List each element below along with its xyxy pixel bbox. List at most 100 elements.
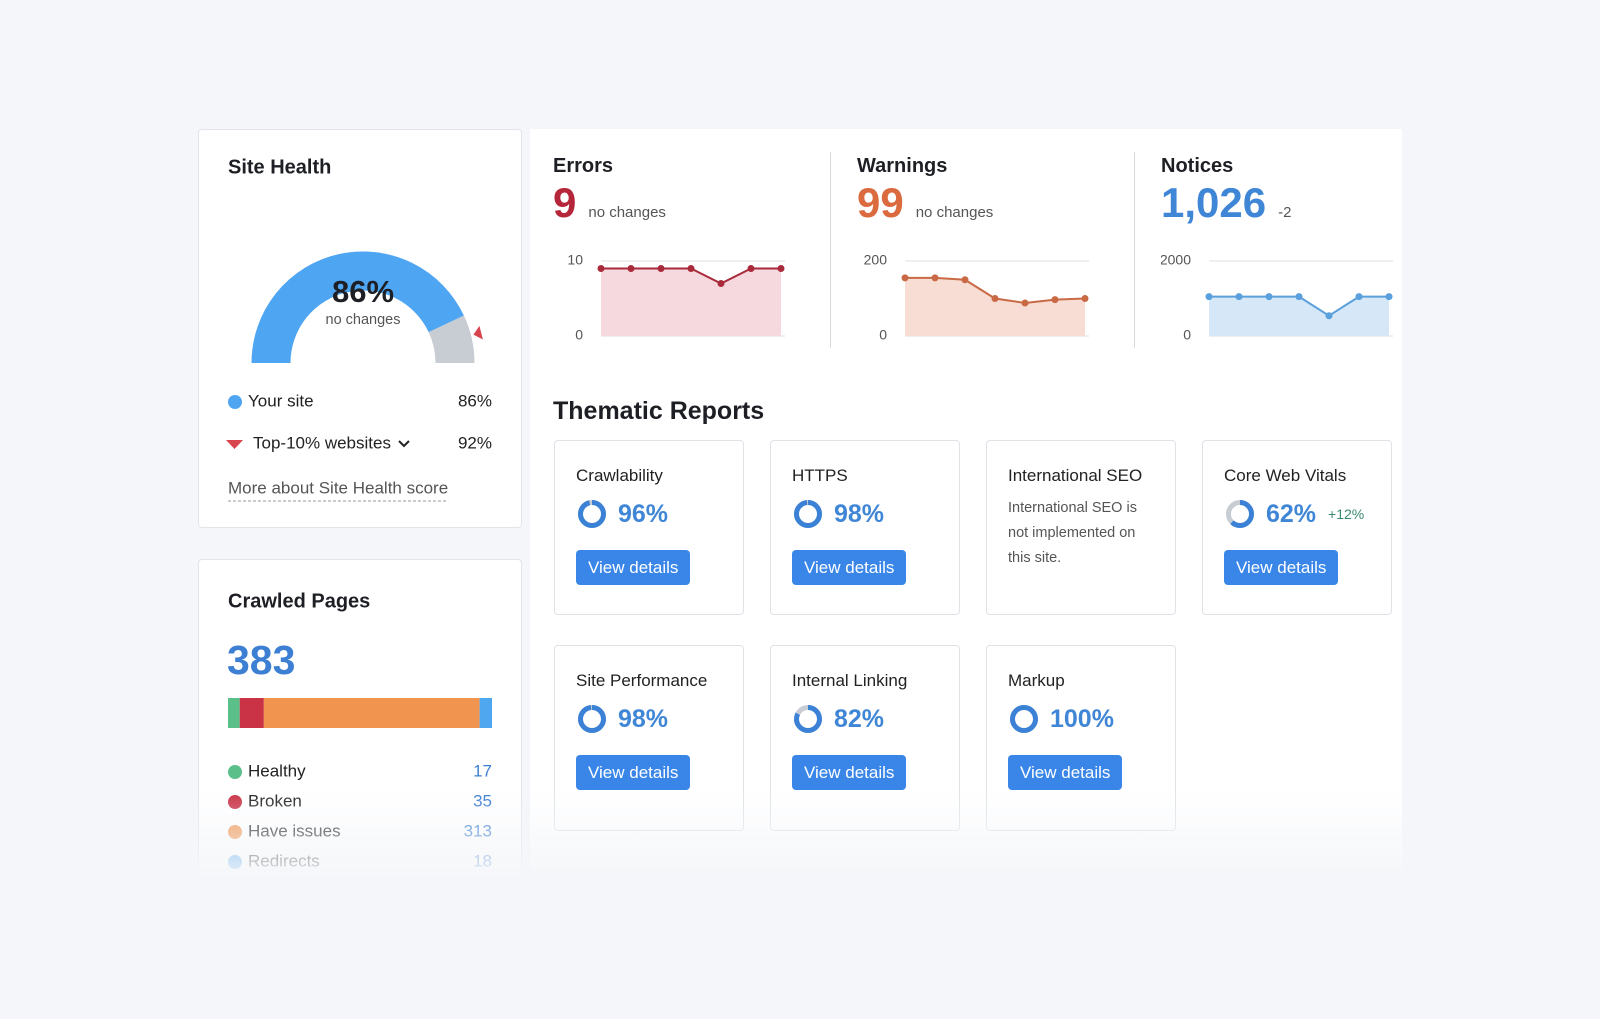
point bbox=[1355, 293, 1363, 301]
point bbox=[961, 276, 969, 284]
graphic bbox=[794, 705, 822, 733]
issue-count: 1,026 bbox=[1161, 179, 1267, 226]
view-details-button[interactable]: View details bbox=[576, 550, 691, 585]
legend-value: 17 bbox=[473, 761, 492, 780]
y-tick-label: 0 bbox=[1183, 327, 1191, 343]
overview-panel: Thematic Reports Errors 9 no changes 0 10 War… bbox=[530, 129, 1402, 869]
report-title: Crawlability bbox=[576, 466, 663, 485]
area bbox=[601, 268, 781, 336]
gauge-value-label: 86% bbox=[332, 274, 394, 309]
ring-value bbox=[578, 705, 606, 733]
button-wrap: View details bbox=[576, 735, 722, 790]
report-card: Crawlability 96% View details bbox=[554, 440, 744, 615]
issue-count-row: 9 no changes bbox=[553, 179, 666, 227]
legend-value: 18 bbox=[473, 851, 492, 870]
point bbox=[931, 274, 939, 282]
link[interactable]: More about Site Health score bbox=[228, 478, 448, 497]
score: 62% bbox=[1266, 499, 1317, 528]
legend-dot bbox=[228, 795, 242, 809]
report-card: Site Performance 98% View details bbox=[554, 645, 744, 831]
legend-value: 92% bbox=[458, 433, 492, 452]
issue-title: Notices bbox=[1161, 155, 1234, 177]
point bbox=[597, 265, 605, 272]
view-details-button[interactable]: View details bbox=[792, 755, 907, 790]
point bbox=[1205, 293, 1213, 301]
report-title: Markup bbox=[1008, 671, 1065, 690]
report-card: Markup 100% View details bbox=[986, 645, 1176, 831]
report-title: Site Performance bbox=[576, 671, 708, 690]
point bbox=[1021, 299, 1029, 307]
score: 82% bbox=[834, 704, 885, 733]
legend-marker bbox=[226, 440, 243, 449]
score: 98% bbox=[618, 704, 669, 733]
report-title: Internal Linking bbox=[792, 671, 908, 690]
button-wrap: View details bbox=[792, 530, 938, 585]
button-wrap: View details bbox=[792, 735, 938, 790]
legend-value: 313 bbox=[464, 821, 492, 840]
point bbox=[1325, 312, 1333, 320]
gauge-rest bbox=[428, 315, 475, 364]
point bbox=[1235, 293, 1243, 301]
legend-label: Broken bbox=[248, 791, 302, 810]
point bbox=[1265, 293, 1273, 301]
point bbox=[1081, 295, 1089, 302]
chevron bbox=[398, 440, 410, 448]
button-wrap: View details bbox=[1008, 735, 1154, 790]
y-tick-label: 10 bbox=[567, 252, 583, 268]
y-tick-label: 2000 bbox=[1161, 252, 1191, 268]
bar-segment bbox=[479, 698, 492, 728]
issue-change: no changes bbox=[915, 204, 994, 221]
report-note: International SEO is not implemented on … bbox=[1008, 500, 1137, 566]
gauge-status: no changes bbox=[326, 312, 401, 328]
point bbox=[627, 265, 635, 272]
y-tick-label: 200 bbox=[864, 252, 888, 268]
legend-label: Redirects bbox=[248, 851, 320, 870]
legend-value: 35 bbox=[473, 791, 492, 810]
view-details-button[interactable]: View details bbox=[576, 755, 691, 790]
graphic: 0 200 bbox=[864, 252, 1089, 343]
score-row: 98% bbox=[792, 498, 938, 530]
area bbox=[1209, 296, 1389, 336]
graphic bbox=[794, 500, 822, 528]
issue-change: -2 bbox=[1278, 204, 1292, 221]
score-change: +12% bbox=[1328, 506, 1365, 522]
score-row: 82% bbox=[792, 703, 938, 735]
legend-dot bbox=[228, 395, 242, 409]
benchmark-marker bbox=[473, 325, 483, 340]
graphic bbox=[578, 705, 606, 733]
graphic bbox=[578, 500, 606, 528]
score-row: 62% +12% bbox=[1224, 498, 1370, 530]
button-wrap: View details bbox=[1224, 530, 1370, 585]
point bbox=[1051, 296, 1059, 304]
issue-count-row: 1,026 -2 bbox=[1161, 179, 1291, 227]
gauge-value bbox=[251, 251, 464, 364]
point bbox=[1295, 293, 1303, 301]
separator bbox=[1134, 152, 1135, 348]
score: 100% bbox=[1050, 704, 1114, 733]
view-details-button[interactable]: View details bbox=[792, 550, 907, 585]
y-tick-label: 0 bbox=[879, 327, 887, 343]
legend-label: Healthy bbox=[248, 761, 306, 780]
view-details-button[interactable]: View details bbox=[1008, 755, 1123, 790]
report-card: Internal Linking 82% View details bbox=[770, 645, 960, 831]
point bbox=[1385, 293, 1393, 301]
score-row: 100% bbox=[1008, 703, 1154, 735]
ring-value bbox=[794, 500, 822, 528]
report-card: HTTPS 98% View details bbox=[770, 440, 960, 615]
legend-dot bbox=[228, 855, 242, 869]
bar-segment bbox=[228, 698, 240, 728]
card-title: Crawled Pages bbox=[228, 590, 370, 612]
legend-value: 86% bbox=[458, 391, 492, 410]
view-details-button[interactable]: View details bbox=[1224, 550, 1339, 585]
point bbox=[747, 265, 755, 272]
issue-title: Errors bbox=[553, 155, 614, 177]
legend-label: Top-10% websites bbox=[253, 433, 391, 452]
bar-segment bbox=[239, 698, 264, 728]
total: 383 bbox=[227, 637, 295, 683]
site-health-card: Site Health 86% no changes Your site 86% Top-… bbox=[198, 129, 522, 528]
score: 98% bbox=[834, 499, 885, 528]
report-card: Core Web Vitals 62% +12% View details bbox=[1202, 440, 1392, 615]
bar-segment bbox=[263, 698, 480, 728]
issue-change: no changes bbox=[588, 204, 666, 221]
